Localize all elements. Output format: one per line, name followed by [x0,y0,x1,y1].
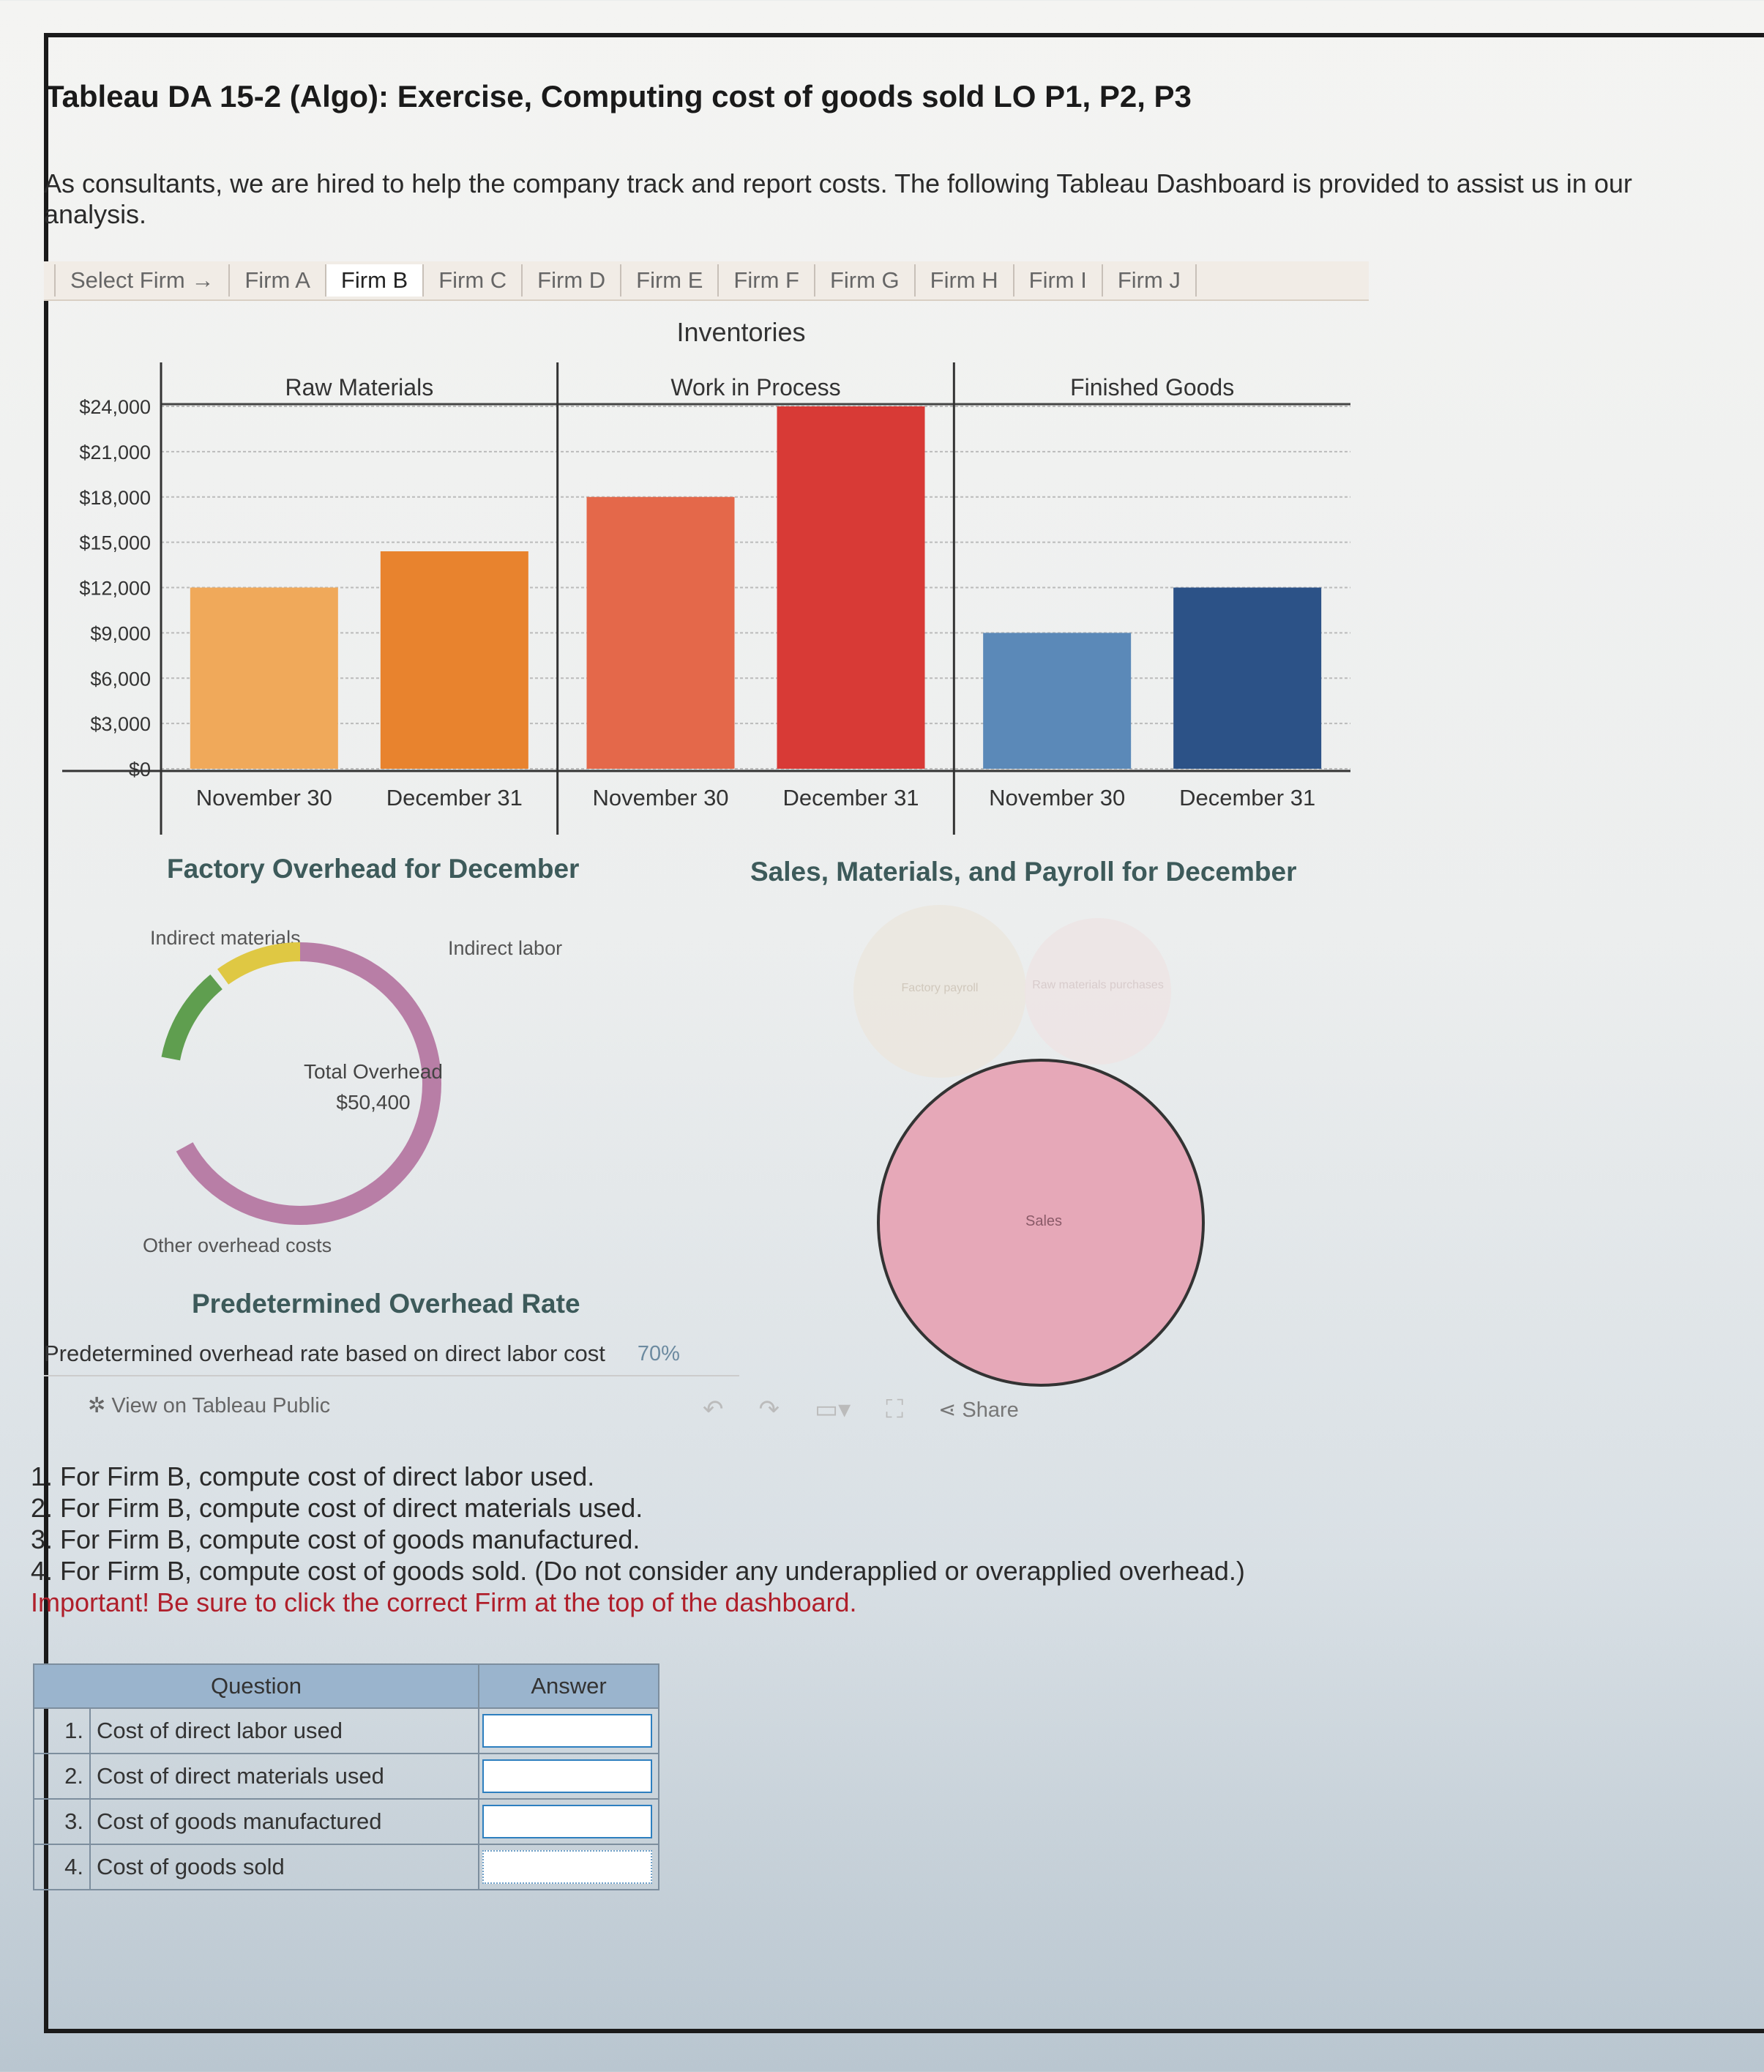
total-overhead-title: Total Overhead [304,1060,443,1083]
row-number: 1. [33,1707,91,1754]
x-tick-label: December 31 [386,785,523,810]
overhead-donut-svg [159,942,441,1225]
viz-toolbar: ↶ ↷ ▭▾ ⛶ ⋖ Share [703,1395,1019,1424]
answer-header: Answer [478,1663,659,1709]
table-row: 4. Cost of goods sold [33,1844,659,1890]
factory-payroll-bubble [853,905,1026,1078]
panel-header: Raw Materials [285,374,433,400]
answer-input-3[interactable] [482,1805,652,1838]
rate-value: 70% [637,1341,680,1365]
panel-header: Work in Process [670,374,840,400]
y-tick-label: $0 [129,759,151,780]
tab-firm-d[interactable]: Firm D [523,264,622,297]
bar [983,633,1132,769]
bar [380,551,528,769]
y-tick-label: $24,000 [79,396,151,418]
question-list: 1. For Firm B, compute cost of direct la… [31,1461,1245,1618]
y-tick-label: $21,000 [79,441,151,463]
redo-icon[interactable]: ↷ [758,1395,780,1423]
tab-firm-i[interactable]: Firm I [1014,264,1103,297]
indirect-labor-label: Indirect labor [448,937,563,959]
tab-firm-c[interactable]: Firm C [424,264,523,297]
table-row: 1. Cost of direct labor used [33,1707,659,1754]
rate-label: Predetermined overhead rate based on dir… [44,1341,605,1366]
firm-tabs: Select Firm → Firm A Firm B Firm C Firm … [44,261,1369,301]
y-tick-label: $3,000 [90,713,151,735]
row-label: Cost of goods sold [89,1844,479,1890]
question-4: 4. For Firm B, compute cost of goods sol… [31,1556,1245,1586]
bar [190,587,338,769]
x-tick-label: November 30 [592,785,728,810]
raw-materials-bubble [1025,918,1171,1065]
bar [1173,587,1322,769]
row-number: 2. [33,1753,91,1800]
fullscreen-icon[interactable]: ⛶ [886,1395,904,1423]
x-tick-label: December 31 [782,785,919,810]
x-tick-label: November 30 [196,785,332,810]
intro-text: As consultants, we are hired to help the… [44,168,1632,229]
tab-firm-b[interactable]: Firm B [326,264,425,297]
tab-firm-h[interactable]: Firm H [916,264,1014,297]
answer-input-1[interactable] [482,1714,652,1748]
bar [777,406,925,769]
question-3: 3. For Firm B, compute cost of goods man… [31,1524,640,1554]
inventories-chart: Inventories Raw Materials Work in Process F… [59,315,1361,846]
y-tick-label: $15,000 [79,532,151,554]
panel-header: Finished Goods [1070,374,1234,400]
raw-materials-label: Raw materials purchases [1032,979,1164,991]
page-title: Tableau DA 15-2 (Algo): Exercise, Comput… [45,79,1192,113]
total-overhead-value: $50,400 [336,1091,411,1114]
tab-firm-g[interactable]: Firm G [815,264,916,297]
bubble-chart: Factory payroll Raw materials purchases … [853,905,1205,1387]
row-number: 3. [33,1798,91,1845]
comment-icon[interactable]: ▭▾ [815,1395,851,1423]
y-tick-label: $6,000 [90,668,151,690]
y-tick-label: $9,000 [90,622,151,644]
answer-input-2[interactable] [482,1759,652,1793]
chart-title: Inventories [676,317,805,347]
table-row: 2. Cost of direct materials used [33,1753,659,1800]
overhead-donut [139,923,461,1245]
sales-bubble [877,1059,1205,1387]
factory-payroll-label: Factory payroll [902,982,979,994]
question-1: 1. For Firm B, compute cost of direct la… [31,1461,595,1491]
share-button[interactable]: ⋖ Share [938,1398,1019,1422]
overhead-title: Factory Overhead for December [167,854,580,884]
inventories-chart-svg: Inventories Raw Materials Work in Process F… [62,317,1350,835]
share-icon: ⋖ [938,1398,963,1422]
row-number: 4. [33,1844,91,1890]
answer-table: Question Answer 1. Cost of direct labor … [33,1663,659,1890]
table-row: 3. Cost of goods manufactured [33,1798,659,1845]
undo-icon[interactable]: ↶ [703,1395,724,1423]
tableau-icon: ✲ [88,1394,112,1417]
other-overhead-label: Other overhead costs [143,1234,332,1256]
view-on-tableau-link[interactable]: ✲ View on Tableau Public [88,1394,331,1417]
tab-firm-f[interactable]: Firm F [719,264,815,297]
tab-firm-e[interactable]: Firm E [621,264,720,297]
tab-firm-a[interactable]: Firm A [230,264,326,297]
question-header: Question [33,1663,479,1709]
rate-title: Predetermined Overhead Rate [192,1289,580,1319]
x-tick-label: December 31 [1179,785,1315,810]
donut-segment-other [159,942,441,1225]
tab-select-firm: Select Firm → [54,264,231,297]
y-tick-label: $18,000 [79,487,151,509]
bubbles-title: Sales, Materials, and Payroll for Decemb… [750,857,1297,887]
important-note: Important! Be sure to click the correct … [31,1587,857,1617]
x-tick-label: November 30 [989,785,1125,810]
rate-row: Predetermined overhead rate based on dir… [44,1333,739,1376]
content-frame [44,33,1764,2033]
bar [586,496,735,769]
tab-firm-j[interactable]: Firm J [1103,264,1197,297]
row-label: Cost of goods manufactured [89,1798,479,1845]
answer-input-4[interactable] [482,1850,652,1884]
sales-label: Sales [1025,1213,1062,1229]
y-tick-label: $12,000 [79,578,151,600]
row-label: Cost of direct materials used [89,1753,479,1800]
row-label: Cost of direct labor used [89,1707,479,1754]
question-2: 2. For Firm B, compute cost of direct ma… [31,1493,643,1523]
